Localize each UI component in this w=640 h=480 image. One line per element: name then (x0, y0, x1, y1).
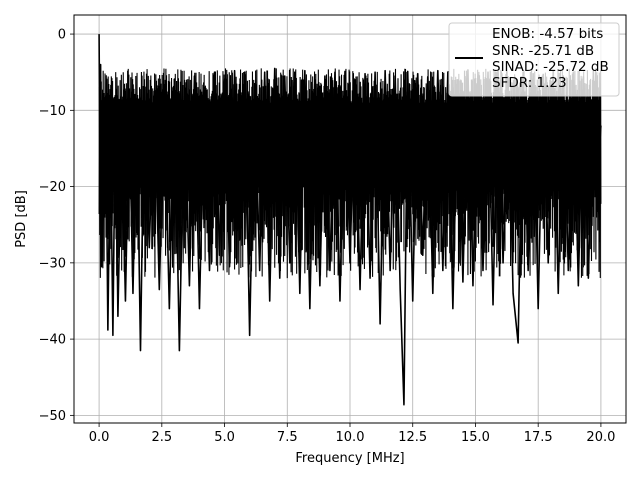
x-tick-label: 0.0 (89, 430, 110, 445)
y-tick-label: −50 (39, 409, 66, 424)
x-tick-label: 12.5 (398, 430, 427, 445)
y-tick-label: 0 (58, 28, 66, 43)
y-axis: 0 −10 −20 −30 −40 −50 (39, 28, 74, 424)
psd-series-line (98, 34, 602, 406)
x-tick-label: 2.5 (151, 430, 172, 445)
y-axis-label: PSD [dB] (14, 190, 29, 248)
x-axis-label: Frequency [MHz] (295, 451, 404, 466)
x-tick-label: 17.5 (524, 430, 553, 445)
legend-line-enob: ENOB: -4.57 bits (492, 26, 603, 42)
series-layer (98, 34, 602, 406)
legend: ENOB: -4.57 bits SNR: -25.71 dB SINAD: -… (448, 22, 620, 97)
x-tick-label: 15.0 (461, 430, 490, 445)
legend-line-sinad: SINAD: -25.72 dB (492, 59, 609, 75)
y-tick-label: −40 (39, 333, 66, 348)
legend-box (448, 22, 620, 97)
y-tick-label: −20 (39, 180, 66, 195)
y-tick-label: −30 (39, 256, 66, 271)
legend-line-snr: SNR: -25.71 dB (492, 43, 594, 59)
legend-line-sfdr: SFDR: 1.23 (492, 75, 567, 91)
y-tick-label: −10 (39, 104, 66, 119)
x-tick-label: 10.0 (336, 430, 365, 445)
x-tick-label: 20.0 (586, 430, 615, 445)
x-tick-label: 7.5 (277, 430, 298, 445)
x-axis: 0.0 2.5 5.0 7.5 10.0 12.5 15.0 17.5 20.0 (89, 423, 615, 445)
x-tick-label: 5.0 (214, 430, 235, 445)
plot-area (98, 34, 602, 406)
